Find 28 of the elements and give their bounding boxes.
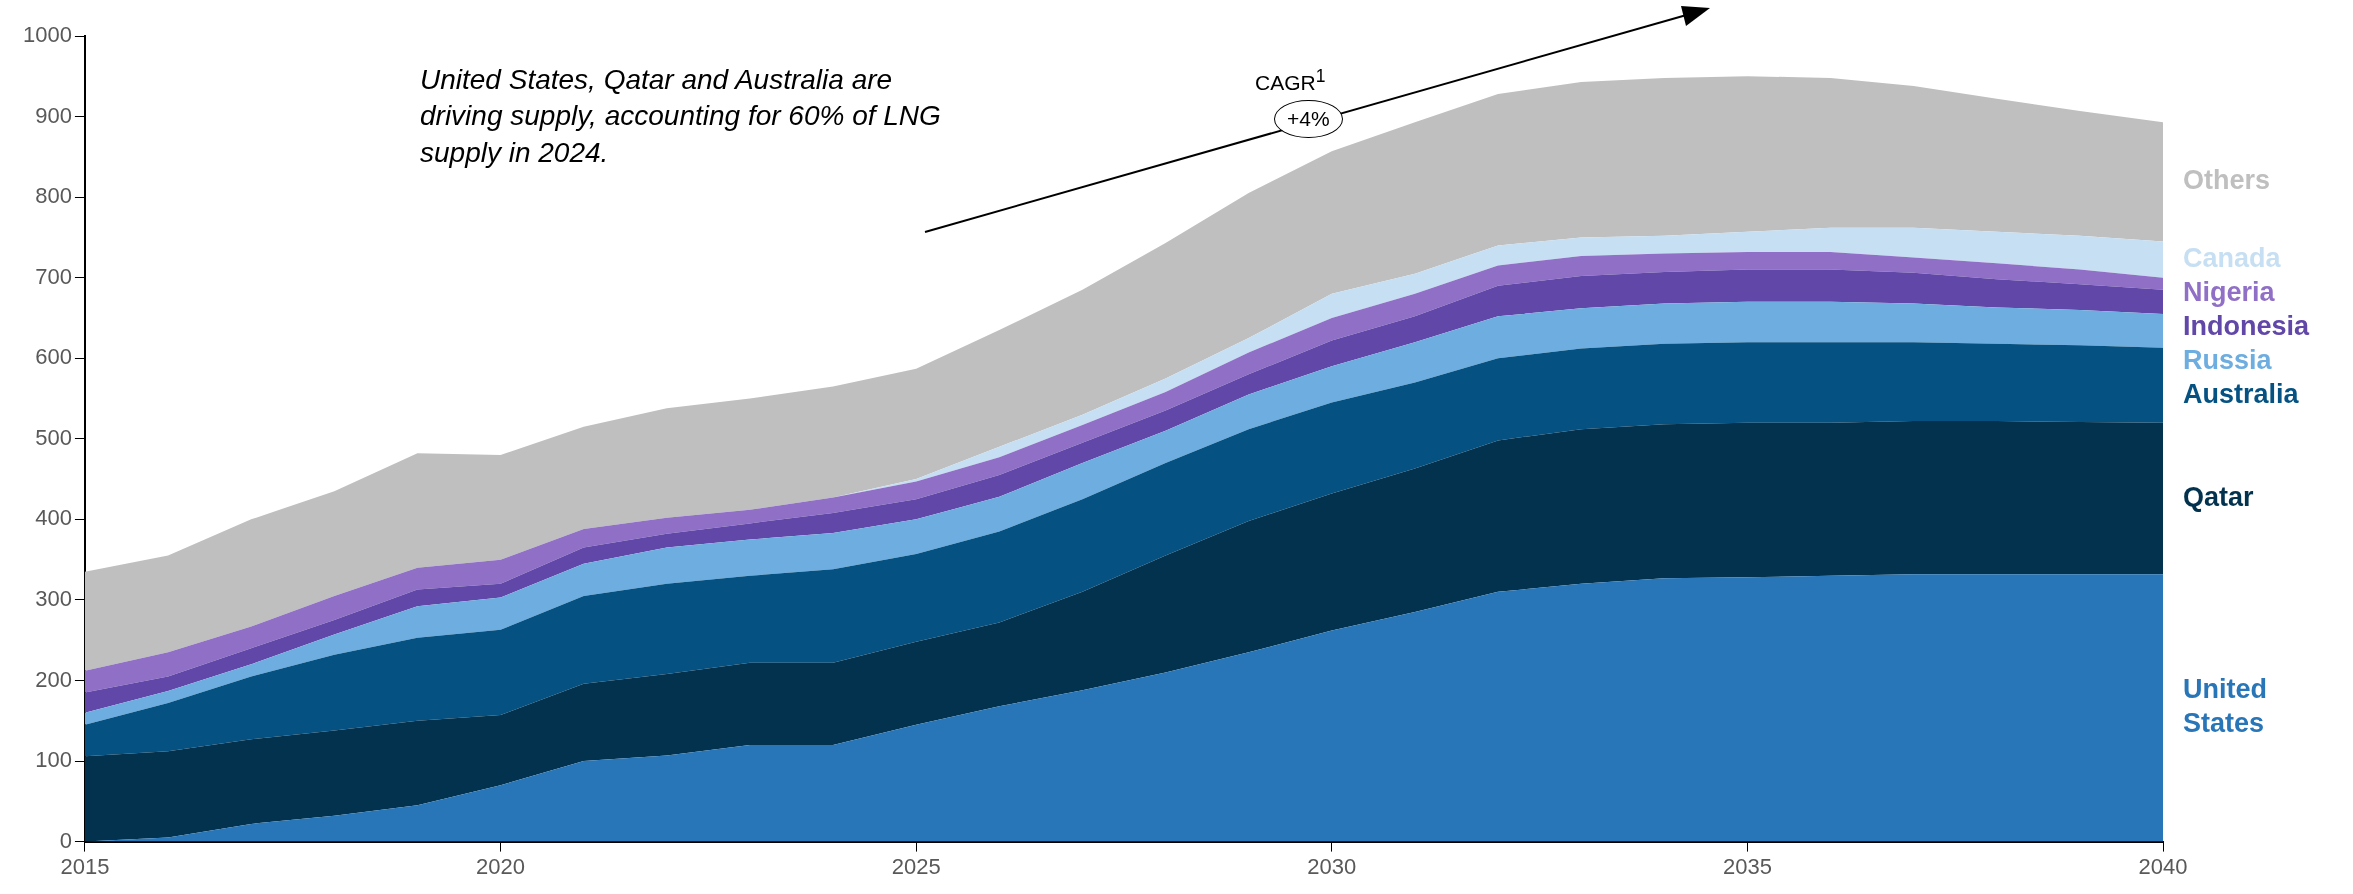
annotation: +4%	[1274, 100, 1343, 138]
series-label: Others	[2183, 165, 2271, 196]
y-tick-label: 700	[35, 263, 72, 289]
annotation: United States, Qatar and Australia are driving supply, accounting for 60% of LNG supply in 2024.	[420, 63, 942, 170]
x-tick-label: 2025	[891, 853, 941, 879]
series-label: Qatar	[2183, 481, 2255, 512]
y-tick-label: 800	[35, 183, 72, 209]
series-label: United States	[2183, 674, 2267, 739]
series-label: Australia	[2183, 379, 2300, 410]
y-tick-label: 100	[35, 747, 72, 773]
y-tick-label: 900	[35, 102, 72, 128]
series-label: Canada	[2183, 243, 2282, 274]
y-tick-label: 1000	[22, 22, 72, 48]
x-tick-label: 2035	[1722, 853, 1772, 879]
y-tick-label: 0	[59, 827, 72, 853]
series-label: Indonesia	[2183, 311, 2311, 342]
y-tick-label: 600	[35, 344, 72, 370]
x-tick-label: 2030	[1307, 853, 1357, 879]
x-tick-label: 2015	[60, 853, 110, 879]
series-label: Russia	[2183, 345, 2273, 376]
x-tick-label: 2040	[2138, 853, 2188, 879]
annotation: CAGR$^{1}$	[1255, 66, 1326, 95]
y-tick-label: 500	[35, 424, 72, 450]
y-tick-label: 400	[35, 505, 72, 531]
y-tick-label: 200	[35, 666, 72, 692]
series-label: Nigeria	[2183, 277, 2276, 308]
y-tick-label: 300	[35, 585, 72, 611]
x-tick-label: 2020	[476, 853, 526, 879]
